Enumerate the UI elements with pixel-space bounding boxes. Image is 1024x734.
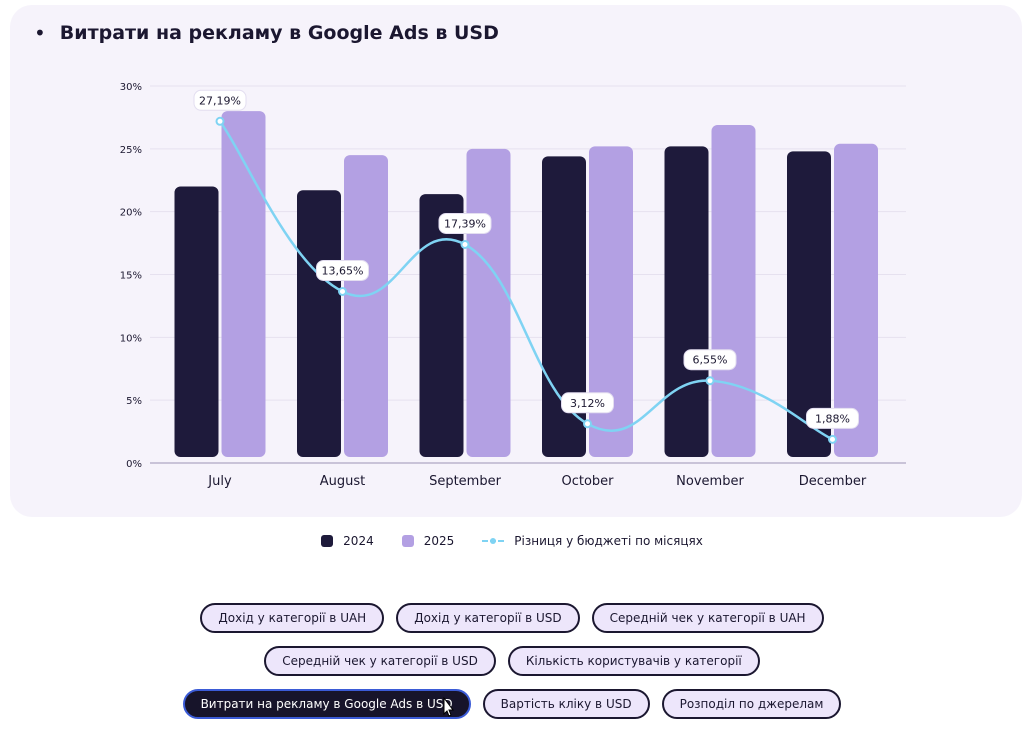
button-row-1: Дохід у категорії в UAH Дохід у категорі…	[0, 603, 1024, 633]
difference-point	[460, 239, 470, 249]
bar-2025	[834, 143, 878, 457]
bar-2024	[787, 151, 831, 457]
data-label-box	[561, 392, 614, 414]
data-label-box	[438, 212, 492, 234]
legend-item-2025: 2025	[401, 534, 455, 548]
bar-2024	[419, 194, 464, 457]
x-tick-label: December	[799, 474, 867, 489]
legend-label-difference: Різниця у бюджеті по місяцях	[514, 534, 703, 548]
difference-point	[215, 116, 225, 126]
button-row-2: Середній чек у категорії в USD Кількість…	[0, 646, 1024, 676]
data-label: 13,65%	[322, 264, 364, 277]
title-bullet: •	[34, 21, 46, 45]
bar-2024	[542, 156, 586, 457]
y-tick-label: 20%	[120, 208, 142, 219]
y-tick-label: 25%	[120, 145, 142, 156]
mouse-pointer-icon	[443, 697, 454, 717]
legend-swatch-2024	[321, 535, 334, 547]
users-count-button[interactable]: Кількість користувачів у категорії	[507, 646, 760, 676]
chart-legend: 2024 2025 Різниця у бюджеті по місяцях	[0, 534, 1024, 548]
data-label: 1,88%	[815, 412, 850, 425]
bar-2025	[711, 124, 756, 457]
legend-item-difference: Різниця у бюджеті по місяцях	[482, 534, 703, 548]
avg-check-uah-button[interactable]: Середній чек у категорії в UAH	[591, 603, 824, 633]
data-label-box	[316, 259, 369, 281]
data-label-box	[806, 407, 859, 429]
difference-point	[705, 376, 715, 386]
source-distribution-button[interactable]: Розподіл по джерелам	[661, 689, 842, 719]
difference-point	[828, 434, 837, 444]
data-label-box	[683, 349, 737, 371]
avg-check-usd-button[interactable]: Середній чек у категорії в USD	[264, 646, 496, 676]
y-tick-label: 5%	[126, 396, 142, 407]
data-label: 17,39%	[444, 217, 486, 230]
bar-2024	[174, 186, 219, 458]
x-tick-label: September	[429, 474, 502, 489]
data-label: 6,55%	[693, 354, 728, 367]
bar-2025	[589, 146, 633, 457]
x-tick-label: July	[207, 474, 232, 489]
bar-2025	[344, 155, 388, 457]
income-uah-button[interactable]: Дохід у категорії в UAH	[200, 603, 385, 633]
chart-header: • Витрати на рекламу в Google Ads в USD	[34, 22, 499, 44]
y-tick-label: 10%	[120, 333, 142, 344]
x-tick-label: August	[320, 474, 366, 489]
google-ads-spend-button[interactable]: Витрати на рекламу в Google Ads в USD	[182, 689, 471, 719]
bar-2024	[664, 146, 709, 457]
x-tick-label: October	[561, 474, 614, 489]
legend-swatch-2025	[401, 535, 414, 547]
legend-label-2025: 2025	[423, 534, 455, 548]
bar-line-chart: 0% 5% 10% 15% 20% 25% 30% July August September Oc…	[120, 82, 906, 489]
difference-point	[583, 419, 592, 429]
bar-2025	[221, 111, 266, 457]
bar-2024	[297, 190, 341, 457]
button-row-3: Витрати на рекламу в Google Ads в USD Ва…	[0, 689, 1024, 719]
y-tick-label: 15%	[120, 271, 142, 282]
legend-item-2024: 2024	[321, 534, 374, 548]
chart-title: Витрати на рекламу в Google Ads в USD	[59, 22, 499, 44]
income-usd-button[interactable]: Дохід у категорії в USD	[396, 603, 580, 633]
y-tick-label: 0%	[126, 459, 142, 470]
y-tick-label: 30%	[120, 82, 142, 93]
legend-label-2024: 2024	[343, 534, 374, 548]
bar-2025	[466, 148, 511, 458]
data-label-box	[193, 89, 247, 111]
click-cost-button[interactable]: Вартість кліку в USD	[482, 689, 650, 719]
data-label: 27,19%	[199, 94, 241, 107]
x-tick-label: November	[676, 474, 744, 489]
difference-point	[338, 286, 347, 296]
legend-line-swatch	[482, 535, 505, 547]
data-label: 3,12%	[570, 397, 605, 410]
